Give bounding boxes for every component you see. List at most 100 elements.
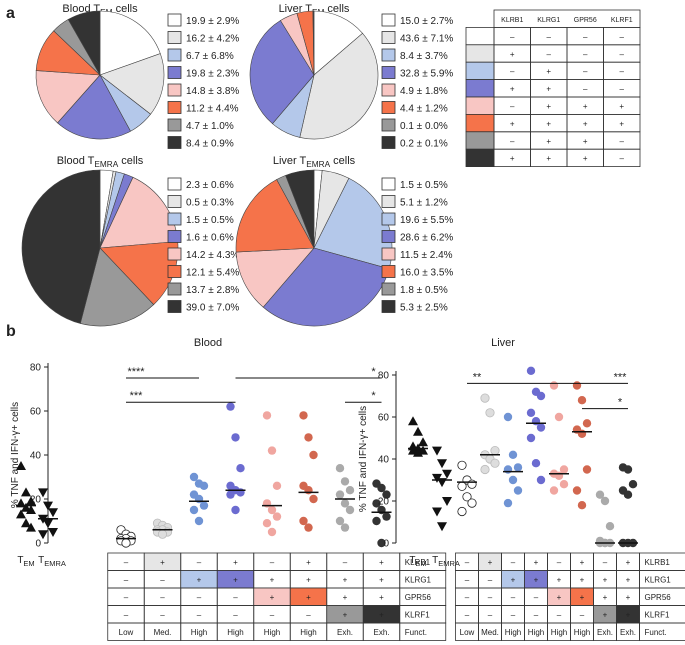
group-point [526,408,536,417]
funct-label: High [505,628,521,637]
legend-swatch [167,83,182,97]
group-point [340,477,350,486]
temra-point [432,507,442,517]
phenotype-cell-value: + [580,558,585,567]
pie-legend-label: 16.0 ± 3.5% [400,268,453,279]
scatter-title: Blood [194,337,222,349]
group-point [194,516,204,526]
group-point [536,423,546,432]
group-point [226,490,235,499]
group-point [467,479,477,489]
pie-slice [285,169,315,249]
legend-row-swatch [465,131,495,150]
legend-cell-value: + [546,85,551,94]
funct-label: High [300,628,316,637]
phenotype-cell-value: – [465,576,470,585]
temra-point [437,459,447,469]
legend-swatch [381,300,396,313]
funct-label: High [551,628,567,637]
group-point [382,512,391,521]
pie-legend-label: 6.7 ± 6.8% [186,51,234,62]
pie-legend-label: 4.4 ± 1.2% [400,104,448,115]
phenotype-cell-value: + [343,611,348,620]
group-point [582,465,592,474]
legend-row-swatch [465,44,495,63]
pie-slice [79,247,155,327]
legend-row-swatch [465,114,495,133]
significance-label: * [371,390,376,402]
phenotype-cell-value: – [197,558,202,567]
phenotype-cell-value: – [270,558,275,567]
legend-row-swatch [465,26,495,46]
legend-swatch [381,247,396,261]
group-point [554,471,564,480]
group-point [549,381,559,390]
legend-row-swatch [465,148,495,167]
pie-legend-label: 0.5 ± 0.3% [186,198,234,209]
legend-swatch [381,83,396,97]
group-point [503,498,513,508]
group-point [189,505,199,515]
group-point [345,486,355,495]
phenotype-cell-value: + [603,611,608,620]
legend-swatch [167,300,182,313]
legend-swatch [381,177,396,191]
legend-cell-value: – [510,102,515,111]
phenotype-cell-value: – [465,593,470,602]
legend-swatch [167,265,182,278]
phenotype-cell-value: – [465,558,470,567]
phenotype-marker-label: KLRB1 [405,558,431,567]
panel-label-a: a [6,5,15,22]
temra-point [38,488,48,498]
legend-swatch [167,212,182,226]
phenotype-cell-value: + [626,576,631,585]
legend-cell [603,148,641,167]
group-point [480,393,490,403]
phenotype-cell-value: + [580,593,585,602]
legend-swatch [381,212,396,226]
legend-cell-value: + [583,137,588,146]
legend-cell-value: + [510,119,515,128]
pie-legend-label: 1.6 ± 0.6% [186,233,234,244]
temra-point [442,469,452,479]
phenotype-cell-value: – [511,611,516,620]
legend-swatch [167,177,182,191]
pie-legend-label: 4.7 ± 1.0% [186,121,234,132]
pie-legend-label: 14.2 ± 4.3% [186,250,239,261]
pie-legend-label: 15.0 ± 2.7% [400,16,453,27]
pie-legend-label: 1.5 ± 0.5% [400,180,448,191]
phenotype-cell-value: – [488,611,493,620]
legend-cell-value: – [510,32,515,41]
legend-cell-value: – [620,32,625,41]
phenotype-marker-label: KLRB1 [645,558,671,567]
pie-slice [313,10,363,76]
pie-slice [35,70,101,124]
phenotype-cell-value: + [534,558,539,567]
phenotype-cell-value: – [343,558,348,567]
scatter-title: Liver [491,337,515,349]
phenotype-cell-value: – [270,611,275,620]
phenotype-cell-value: + [306,558,311,567]
group-point [490,458,500,468]
pie-legend-label: 19.9 ± 2.9% [186,16,239,27]
phenotype-cell-value: + [306,576,311,585]
y-axis-label: % TNF and IFN-γ+ cells [358,406,369,512]
pie-legend-label: 32.8 ± 5.9% [400,69,453,80]
phenotype-cell-value: + [603,593,608,602]
pie-title: Blood TEMRA cells [57,155,144,169]
phenotype-cell-value: + [379,593,384,602]
phenotype-cell-value: + [557,576,562,585]
pie-legend-label: 39.0 ± 7.0% [186,303,239,314]
phenotype-marker-label: KLRF1 [405,611,430,620]
pie-legend-label: 1.8 ± 0.5% [400,285,448,296]
phenotype-cell-value: – [465,611,470,620]
group-point [595,490,605,499]
group-point [299,411,308,420]
legend-swatch [381,101,396,114]
temra-label: TEMRA [38,555,66,568]
group-point [199,481,209,490]
pie-slice [299,32,379,140]
phenotype-marker-label: GPR56 [405,593,432,602]
group-point [572,486,582,495]
pie-legend-label: 13.7 ± 2.8% [186,285,239,296]
